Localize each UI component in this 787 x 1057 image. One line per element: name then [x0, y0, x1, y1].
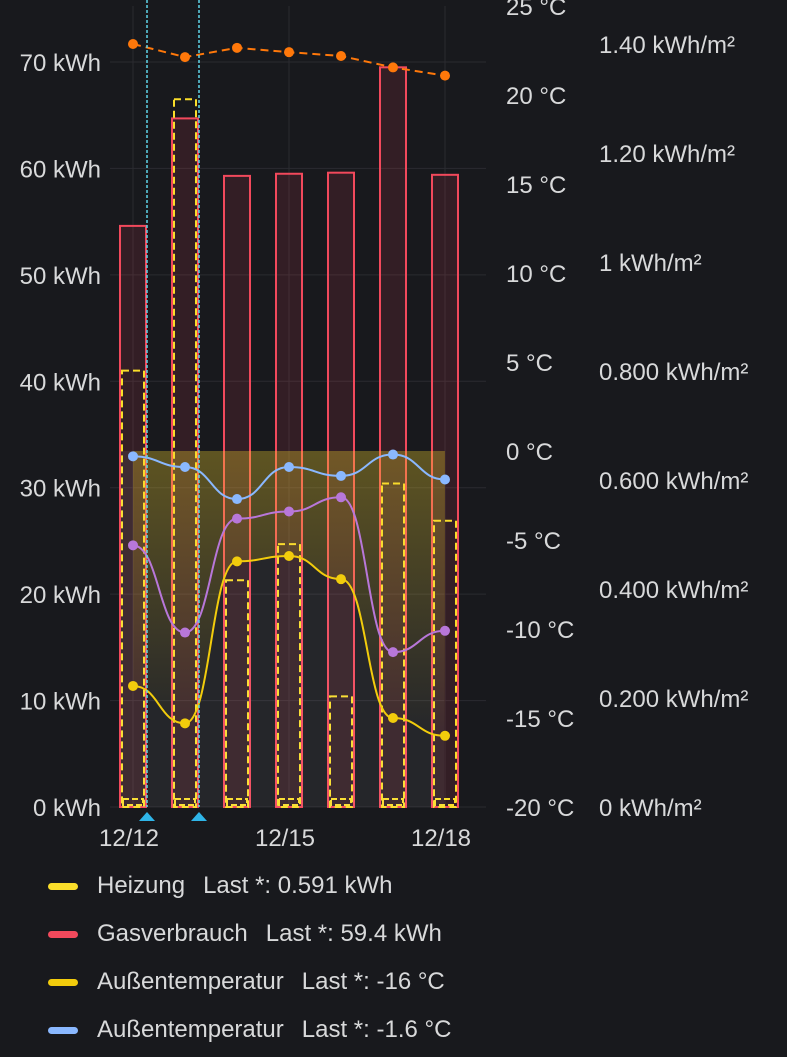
series-point[interactable]	[128, 451, 138, 462]
series-point[interactable]	[388, 62, 398, 73]
series-point[interactable]	[180, 627, 190, 638]
mid-axis-tick-label: 15 °C	[506, 172, 566, 199]
x-axis-tick-label: 12/18	[411, 825, 471, 852]
legend-last-value: Last *: 0.591 kWh	[203, 872, 393, 899]
right-axis-tick-label: 0.200 kWh/m²	[599, 686, 748, 713]
legend: Heizung Last *: 0.591 kWh Gasverbrauch L…	[48, 862, 451, 1054]
legend-series-name: Heizung	[97, 872, 186, 899]
series-point[interactable]	[232, 494, 242, 505]
series-point[interactable]	[180, 718, 190, 729]
series-point[interactable]	[128, 540, 138, 551]
series-point[interactable]	[180, 462, 190, 473]
series-point[interactable]	[388, 449, 398, 460]
legend-series-name: Gasverbrauch	[97, 920, 248, 947]
left-axis-tick-label: 0 kWh	[33, 795, 101, 822]
legend-item-aussentemperatur-1[interactable]: Außentemperatur Last *: -16 °C	[48, 958, 451, 1006]
legend-item-heizung[interactable]: Heizung Last *: 0.591 kWh	[48, 862, 451, 910]
series-point[interactable]	[336, 492, 346, 503]
legend-last-value: Last *: 59.4 kWh	[265, 920, 442, 947]
mid-axis-tick-label: -5 °C	[506, 528, 561, 555]
legend-item-aussentemperatur-2[interactable]: Außentemperatur Last *: -1.6 °C	[48, 1006, 451, 1054]
series-point[interactable]	[232, 556, 242, 567]
right-axis-tick-label: 1.20 kWh/m²	[599, 141, 735, 168]
legend-swatch	[48, 1026, 78, 1034]
legend-swatch	[48, 978, 78, 986]
mid-axis-tick-label: -20 °C	[506, 795, 574, 822]
mid-axis-tick-label: -10 °C	[506, 617, 574, 644]
series-point[interactable]	[180, 52, 190, 63]
dashed-bar[interactable]	[225, 579, 249, 808]
annotation-marker[interactable]	[191, 812, 207, 821]
dashed-bar[interactable]	[121, 369, 145, 808]
left-axis-tick-label: 30 kWh	[20, 476, 101, 503]
series-point[interactable]	[284, 47, 294, 58]
series-point[interactable]	[388, 647, 398, 658]
legend-last-value: Last *: -16 °C	[301, 968, 445, 995]
dashed-bar[interactable]	[329, 695, 353, 808]
right-axis-tick-label: 1.40 kWh/m²	[599, 32, 735, 59]
right-axis-tick-label: 0.600 kWh/m²	[599, 468, 748, 495]
left-axis-tick-label: 40 kWh	[20, 369, 101, 396]
annotation-marker[interactable]	[139, 812, 155, 821]
series-point[interactable]	[440, 70, 450, 81]
mid-axis-tick-label: 20 °C	[506, 83, 566, 110]
mid-axis-tick-label: 10 °C	[506, 261, 566, 288]
legend-series-name: Außentemperatur	[97, 968, 284, 995]
right-axis-tick-label: 0.400 kWh/m²	[599, 577, 748, 604]
heizung-bar[interactable]	[174, 798, 196, 806]
right-axis-tick-label: 0 kWh/m²	[599, 795, 702, 822]
series-point[interactable]	[440, 730, 450, 741]
x-axis-tick-label: 12/12	[99, 825, 159, 852]
series-point[interactable]	[440, 625, 450, 636]
series-point[interactable]	[128, 39, 138, 49]
right-axis-tick-label: 0.800 kWh/m²	[599, 359, 748, 386]
left-axis-tick-label: 50 kWh	[20, 263, 101, 290]
x-axis-tick-label: 12/15	[255, 825, 315, 852]
combo-chart[interactable]: 0 kWh 10 kWh 20 kWh 30 kWh 40 kWh 50 kWh 60 kW…	[0, 0, 787, 860]
series-point[interactable]	[128, 680, 138, 691]
series-point[interactable]	[440, 474, 450, 485]
series-point[interactable]	[336, 470, 346, 481]
legend-last-value: Last *: -1.6 °C	[301, 1016, 452, 1043]
temperature-area	[133, 451, 445, 736]
series-point[interactable]	[232, 513, 242, 524]
series-point[interactable]	[336, 50, 346, 61]
series-point[interactable]	[232, 42, 242, 53]
left-axis-tick-label: 20 kWh	[20, 582, 101, 609]
mid-axis-tick-label: -15 °C	[506, 706, 574, 733]
series-point[interactable]	[336, 574, 346, 585]
series-point[interactable]	[388, 713, 398, 723]
series-point[interactable]	[284, 506, 294, 517]
left-axis-tick-label: 70 kWh	[20, 50, 101, 77]
series-point[interactable]	[284, 462, 294, 473]
mid-axis-tick-label: 5 °C	[506, 350, 553, 377]
right-axis-tick-label: 1 kWh/m²	[599, 250, 702, 277]
series-point[interactable]	[284, 551, 294, 562]
mid-axis-tick-label: 25 °C	[506, 0, 566, 21]
left-axis-tick-label: 10 kWh	[20, 689, 101, 716]
legend-swatch	[48, 882, 78, 890]
left-axis-tick-label: 60 kWh	[20, 156, 101, 183]
legend-item-gasverbrauch[interactable]: Gasverbrauch Last *: 59.4 kWh	[48, 910, 451, 958]
heizung-bar[interactable]	[382, 798, 404, 806]
legend-swatch	[48, 930, 78, 938]
mid-axis-tick-label: 0 °C	[506, 439, 553, 466]
chart-panel: 0 kWh 10 kWh 20 kWh 30 kWh 40 kWh 50 kWh 60 kW…	[0, 0, 787, 860]
legend-series-name: Außentemperatur	[97, 1016, 284, 1043]
